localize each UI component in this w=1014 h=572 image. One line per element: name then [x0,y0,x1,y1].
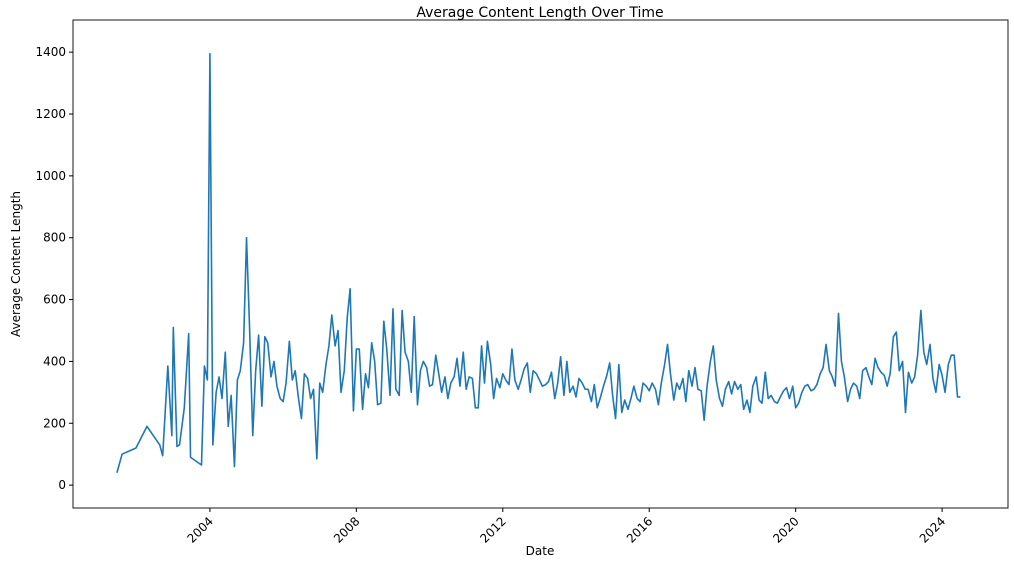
y-tick-label: 400 [43,354,66,368]
y-axis-label: Average Content Length [9,191,23,337]
x-tick-label: 2016 [624,514,655,545]
x-tick-label: 2012 [477,514,508,545]
y-tick-label: 800 [43,231,66,245]
x-tick-label: 2020 [770,514,801,545]
y-tick-label: 600 [43,293,66,307]
chart-title: Average Content Length Over Time [416,5,663,21]
y-tick-label: 0 [58,478,66,492]
y-tick-label: 200 [43,416,66,430]
data-line [116,52,961,473]
x-tick-label: 2008 [331,514,362,545]
x-axis-label: Date [526,544,555,558]
y-tick-label: 1200 [35,107,66,121]
x-tick-label: 2004 [185,514,216,545]
plot-frame [72,19,1009,509]
x-tick-label: 2024 [917,514,948,545]
y-tick-label: 1400 [35,45,66,59]
y-tick-label: 1000 [35,169,66,183]
